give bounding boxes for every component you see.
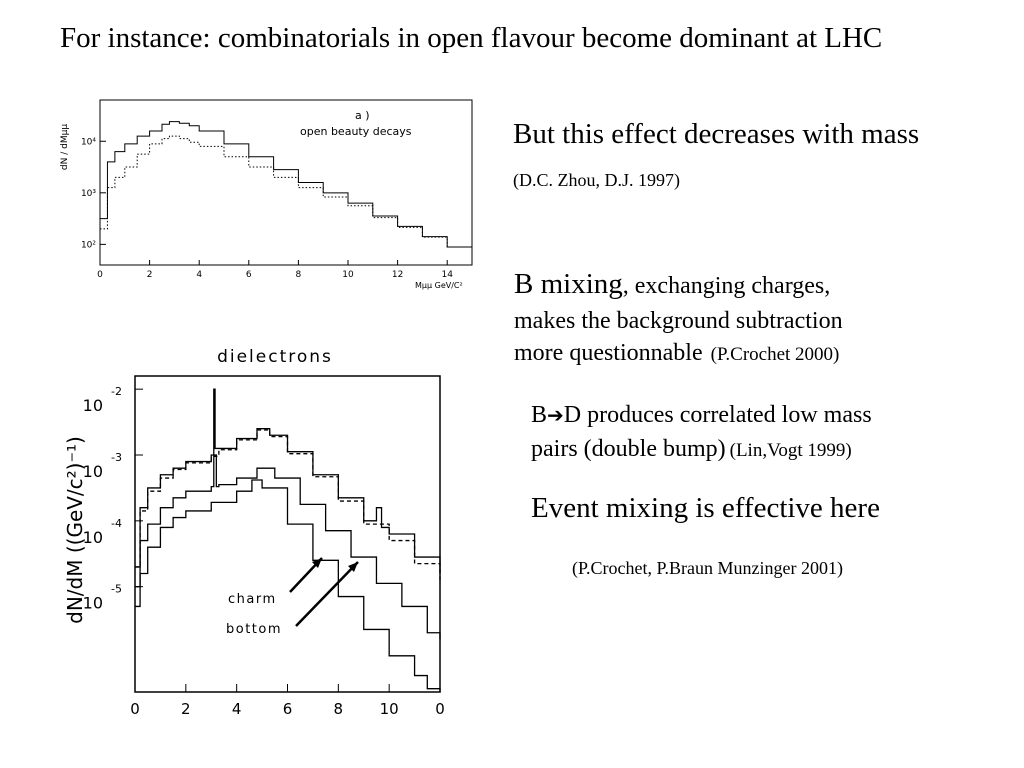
x-tick-label: 12: [392, 270, 403, 280]
y-tick-label: 10³: [81, 189, 96, 199]
series-line-2: [100, 135, 473, 255]
ref-crochet: (P.Crochet 2000): [710, 344, 840, 365]
series-line-3: [135, 454, 441, 640]
series-line-4: [135, 479, 441, 692]
y-tick-base: 10: [83, 594, 103, 613]
ref-zhou: (D.C. Zhou, D.J. 1997): [513, 170, 680, 190]
open-beauty-chart: dN / dMμμ a ) open beauty decays Mμμ GeV…: [60, 99, 473, 290]
chart-b-title: dielectrons: [217, 347, 333, 367]
y-tick-exponent: -5: [111, 583, 122, 596]
chart-a-title: a ): [355, 109, 370, 122]
y-axis-label: dN/dM ((GeV/c²)⁻¹): [63, 436, 87, 624]
x-tick-label: 4: [232, 700, 242, 718]
charm-label: charm: [228, 592, 277, 607]
x-tick-label: 4: [196, 270, 202, 280]
bottom-label: bottom: [226, 622, 282, 637]
x-tick-label: 14: [441, 270, 453, 280]
x-tick-label: 0: [435, 700, 445, 718]
bottom-arrow: [295, 561, 359, 627]
y-tick-exponent: -3: [111, 451, 122, 464]
right-arrow-icon: ➔: [547, 403, 564, 427]
y-tick-base: 10: [83, 462, 103, 481]
charm-arrowhead: [312, 558, 322, 568]
ref-lin-vogt: (Lin,Vogt 1999): [729, 440, 852, 461]
x-axis-label: Mμμ GeV/C²: [415, 281, 463, 290]
series-line-1: [135, 388, 441, 574]
y-axis-label: dN / dMμμ: [60, 124, 70, 170]
plot-frame: [99, 99, 473, 266]
b-mixing-tail: , exchanging charges,: [622, 273, 831, 299]
x-tick-label: 0: [97, 270, 103, 280]
point-event-mixing: Event mixing is effective here: [531, 492, 880, 524]
slide-title: For instance: combinatorials in open fla…: [60, 22, 883, 54]
bd-text: D produces correlated low mass: [563, 402, 872, 428]
x-tick-label: 6: [283, 700, 293, 718]
x-tick-label: 10: [342, 270, 354, 280]
bottom-arrowhead: [348, 562, 358, 572]
bd-line2: pairs (double bump) (Lin,Vogt 1999): [531, 436, 852, 463]
x-tick-label: 8: [334, 700, 344, 718]
b-mixing-line3: more questionnable (P.Crochet 2000): [514, 340, 839, 367]
b-letter: B: [531, 402, 548, 428]
x-tick-label: 0: [130, 700, 140, 718]
series-line-1: [100, 121, 473, 255]
bd-line2-text: pairs (double bump): [531, 436, 726, 462]
b-mixing-lead: B mixing: [514, 268, 623, 300]
point-b-mixing: B mixing, exchanging charges,: [514, 268, 830, 301]
y-tick-exponent: -2: [111, 385, 122, 398]
y-tick-label: 10⁴: [81, 137, 96, 147]
x-tick-label: 2: [147, 270, 153, 280]
b-mixing-line3-text: more questionnable: [514, 340, 703, 366]
x-tick-label: 2: [181, 700, 191, 718]
y-tick-base: 10: [83, 528, 103, 547]
y-tick-exponent: -4: [111, 517, 122, 530]
y-tick-label: 10²: [81, 240, 96, 250]
x-tick-label: 6: [246, 270, 252, 280]
ref-crochet-braun: (P.Crochet, P.Braun Munzinger 2001): [572, 558, 843, 578]
chart-a-subtitle: open beauty decays: [300, 125, 412, 138]
x-tick-label: 10: [380, 700, 399, 718]
b-mixing-line2: makes the background subtraction: [514, 308, 843, 334]
point-mass: But this effect decreases with mass: [513, 118, 920, 150]
dielectron-chart: dielectrons dN/dM ((GeV/c²)⁻¹) charm bot…: [63, 347, 445, 718]
y-tick-base: 10: [83, 396, 103, 415]
x-tick-label: 8: [296, 270, 302, 280]
point-bd: B➔D produces correlated low mass: [531, 402, 872, 429]
